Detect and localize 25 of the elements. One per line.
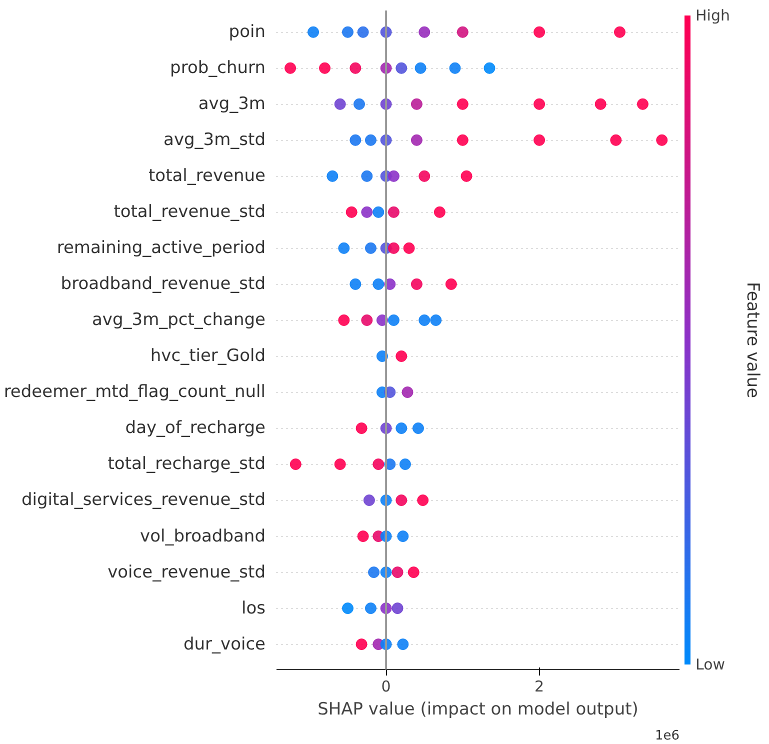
x-tick-label: 2 bbox=[534, 678, 544, 696]
y-tick-label: remaining_active_period bbox=[56, 238, 266, 258]
y-tick-label: total_revenue_std bbox=[114, 202, 266, 222]
y-tick-label: hvc_tier_Gold bbox=[150, 346, 266, 366]
y-tick-label: los bbox=[242, 598, 266, 618]
y-tick-label: dur_voice bbox=[183, 634, 266, 654]
color-bar-title: Feature value bbox=[742, 282, 762, 398]
y-tick-label: digital_services_revenue_std bbox=[22, 490, 266, 510]
y-tick-label: total_recharge_std bbox=[108, 454, 266, 474]
y-tick-label: redeemer_mtd_flag_count_null bbox=[4, 382, 266, 402]
y-tick-label: vol_broadband bbox=[140, 526, 266, 546]
color-bar-label: High bbox=[696, 6, 730, 24]
y-tick-label: avg_3m_pct_change bbox=[92, 310, 266, 330]
y-tick-label: total_revenue bbox=[148, 166, 266, 186]
x-tick-label: 0 bbox=[381, 678, 391, 696]
color-bar-label: Low bbox=[696, 656, 726, 674]
y-tick-label: avg_3m_std bbox=[164, 130, 266, 150]
y-tick-label: broadband_revenue_std bbox=[60, 274, 266, 294]
y-tick-label: avg_3m bbox=[198, 94, 266, 114]
y-tick-label: poin bbox=[228, 22, 266, 42]
y-tick-label: prob_churn bbox=[170, 58, 266, 78]
y-tick-label: voice_revenue_std bbox=[108, 562, 266, 582]
x-axis-title: SHAP value (impact on model output) bbox=[318, 700, 638, 720]
y-tick-label: day_of_recharge bbox=[125, 418, 266, 438]
text: 1e6 bbox=[654, 728, 680, 744]
